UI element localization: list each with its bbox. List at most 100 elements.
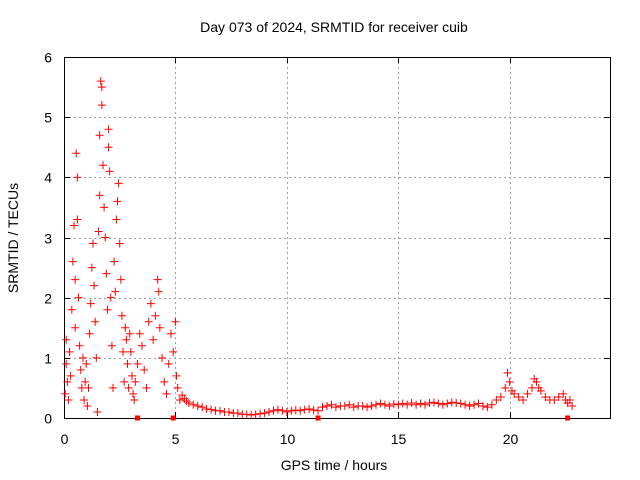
x-tick-label: 10 [280, 431, 296, 447]
data-point [73, 215, 82, 224]
data-point [296, 406, 305, 415]
x-axis-label: GPS time / hours [281, 457, 388, 473]
data-point [412, 400, 421, 409]
data-point [133, 359, 142, 368]
data-point [438, 400, 447, 409]
data-point [273, 405, 282, 414]
data-point [541, 392, 550, 401]
data-point [120, 377, 129, 386]
data-point [309, 406, 318, 415]
data-point [66, 371, 75, 380]
data-point [121, 323, 130, 332]
data-point [461, 400, 470, 409]
data-point [162, 389, 171, 398]
y-tick-label: 2 [44, 291, 52, 307]
y-tick-label: 0 [44, 411, 52, 427]
data-point [331, 403, 340, 412]
data-point [64, 395, 73, 404]
data-point [107, 341, 116, 350]
data-point [99, 161, 107, 170]
data-point [532, 377, 541, 386]
data-point [403, 400, 412, 409]
data-point [111, 287, 120, 296]
data-point [65, 347, 74, 356]
data-point [77, 383, 86, 392]
data-point [138, 341, 146, 350]
data-point [207, 405, 216, 414]
data-point [322, 401, 331, 410]
data-point [487, 400, 496, 409]
data-point [172, 371, 181, 380]
data-point [554, 392, 563, 401]
data-point [90, 281, 99, 290]
data-point [327, 400, 336, 409]
data-point [465, 401, 474, 410]
data-point [84, 383, 93, 392]
data-point [407, 398, 416, 407]
data-point [140, 365, 149, 374]
data-point [314, 406, 323, 415]
data-point [478, 401, 487, 410]
data-point [154, 287, 163, 296]
data-point [124, 383, 133, 392]
data-point [519, 395, 528, 404]
data-point [86, 299, 95, 308]
data-point [67, 305, 76, 314]
data-point [105, 167, 114, 176]
data-point [149, 335, 158, 344]
data-point [116, 275, 125, 284]
data-point [102, 269, 111, 278]
data-point [202, 404, 211, 413]
data-point [380, 400, 389, 409]
data-point [367, 401, 376, 410]
data-point [88, 239, 97, 248]
data-point [503, 368, 512, 377]
chart-title: Day 073 of 2024, SRMTID for receiver cui… [200, 19, 468, 35]
data-point [456, 399, 465, 408]
y-tick-label: 4 [44, 170, 52, 186]
data-point [305, 404, 314, 413]
data-point [93, 407, 102, 416]
data-point [568, 401, 577, 410]
data-point [72, 149, 81, 158]
data-point [97, 101, 106, 110]
data-point [178, 391, 187, 400]
data-point [115, 239, 124, 248]
data-point [340, 401, 349, 410]
gap-marker [315, 415, 321, 421]
x-tick-label: 0 [61, 431, 69, 447]
data-point [349, 403, 358, 412]
data-point [95, 191, 104, 200]
data-point [363, 403, 372, 412]
data-point [109, 383, 118, 392]
gap-marker [170, 415, 176, 421]
gap-marker [565, 415, 571, 421]
data-point [71, 323, 80, 332]
data-point [113, 197, 122, 206]
data-point [104, 143, 113, 152]
data-point [184, 398, 193, 407]
data-point [130, 395, 139, 404]
data-point [81, 377, 90, 386]
data-point [62, 359, 71, 368]
data-point [61, 389, 70, 398]
data-point [97, 83, 106, 92]
data-point [242, 410, 251, 419]
data-point [155, 323, 164, 332]
data-point [434, 399, 443, 408]
data-point [452, 398, 461, 407]
data-point [92, 353, 101, 362]
data-point [483, 403, 492, 412]
data-point [345, 400, 354, 409]
y-tick-label: 1 [44, 351, 52, 367]
y-tick-label: 5 [44, 110, 52, 126]
data-point [91, 317, 100, 326]
data-point [74, 293, 83, 302]
data-point [68, 257, 77, 266]
data-point [153, 275, 162, 284]
data-point [101, 233, 110, 242]
data-point [358, 401, 367, 410]
data-point [94, 227, 103, 236]
data-marks [61, 77, 577, 421]
